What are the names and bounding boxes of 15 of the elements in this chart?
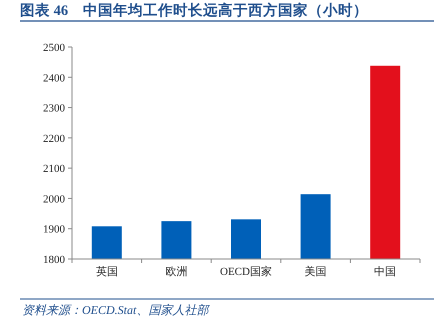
x-tick-label: 中国: [374, 265, 396, 278]
y-tick-label: 1800: [43, 254, 66, 266]
y-tick-label: 1900: [43, 224, 66, 236]
x-tick-label: 欧洲: [165, 265, 188, 278]
y-tick-label: 2400: [43, 72, 66, 84]
x-tick-label: OECD国家: [220, 265, 272, 278]
chart-title: 图表 46 中国年均工作时长远高于西方国家（小时）: [20, 1, 368, 19]
y-tick-label: 2100: [43, 163, 66, 176]
y-tick-label: 2300: [43, 102, 66, 115]
y-tick-label: 2200: [43, 132, 66, 145]
x-tick-label: 美国: [304, 265, 327, 278]
y-tick-label: 2000: [43, 193, 66, 206]
x-tick-label: 英国: [96, 265, 118, 278]
text: 资料来源：OECD.Stat、国家人社部: [22, 303, 210, 317]
y-tick-label: 2500: [43, 42, 66, 54]
